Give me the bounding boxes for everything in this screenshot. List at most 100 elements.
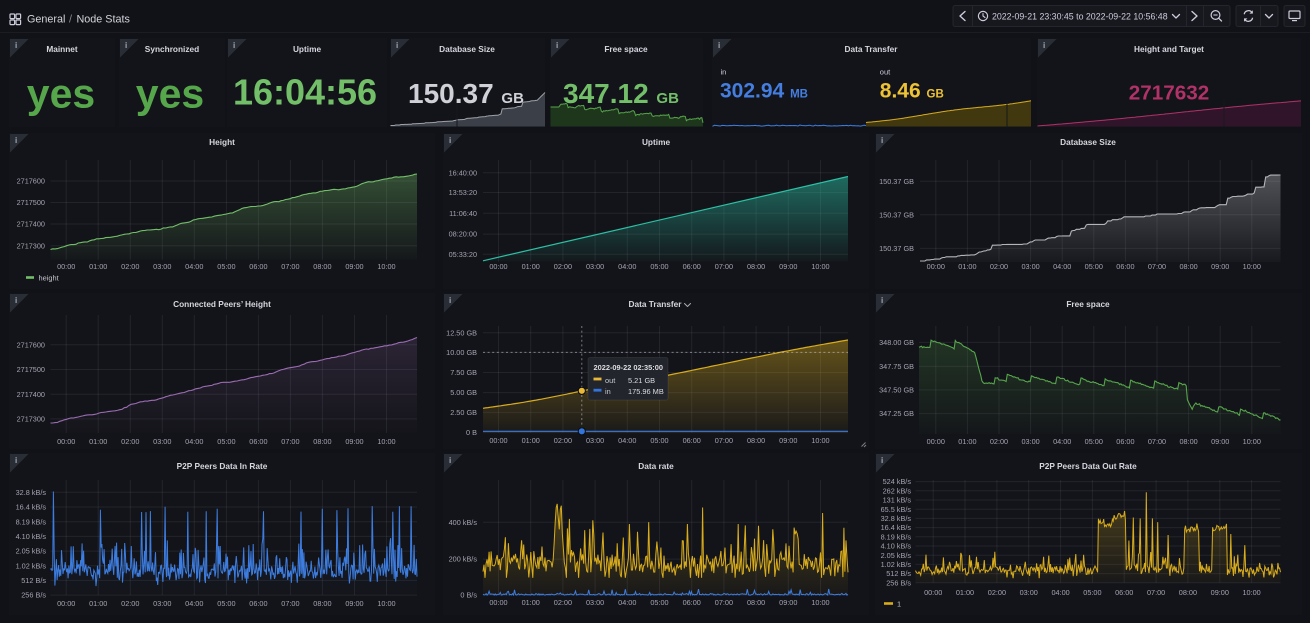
svg-text:07:00: 07:00	[715, 598, 733, 607]
svg-text:Free space: Free space	[604, 44, 648, 54]
svg-text:02:00: 02:00	[990, 437, 1008, 446]
svg-text:07:00: 07:00	[1147, 588, 1165, 597]
svg-text:yes: yes	[136, 71, 204, 117]
svg-text:in: in	[605, 387, 611, 396]
svg-text:16.4 kB/s: 16.4 kB/s	[881, 523, 912, 532]
svg-text:150.37 GB: 150.37 GB	[879, 244, 914, 253]
svg-text:i: i	[396, 41, 398, 50]
svg-text:06:00: 06:00	[249, 437, 267, 446]
svg-text:Connected Peers’ Height: Connected Peers’ Height	[173, 299, 271, 309]
svg-text:07:00: 07:00	[281, 437, 299, 446]
svg-text:09:00: 09:00	[779, 598, 797, 607]
svg-text:i: i	[556, 41, 558, 50]
svg-text:06:00: 06:00	[249, 262, 267, 271]
svg-text:256 B/s: 256 B/s	[886, 578, 911, 587]
svg-text:09:00: 09:00	[345, 262, 363, 271]
svg-text:03:00: 03:00	[1020, 588, 1038, 597]
svg-text:in: in	[721, 68, 727, 77]
svg-text:00:00: 00:00	[57, 262, 75, 271]
svg-text:Uptime: Uptime	[642, 137, 671, 147]
svg-text:09:00: 09:00	[1211, 588, 1229, 597]
svg-text:08:00: 08:00	[747, 436, 765, 445]
svg-text:10:00: 10:00	[377, 599, 395, 608]
svg-text:131 kB/s: 131 kB/s	[883, 496, 912, 505]
svg-text:i: i	[449, 136, 451, 145]
svg-text:04:00: 04:00	[618, 262, 636, 271]
svg-text:00:00: 00:00	[57, 437, 75, 446]
svg-text:302.94 MB: 302.94 MB	[720, 80, 808, 103]
svg-text:01:00: 01:00	[89, 437, 107, 446]
svg-text:348.00 GB: 348.00 GB	[879, 338, 914, 347]
svg-text:08:00: 08:00	[747, 598, 765, 607]
svg-text:09:00: 09:00	[345, 437, 363, 446]
svg-text:10:00: 10:00	[1242, 588, 1260, 597]
svg-text:09:00: 09:00	[345, 599, 363, 608]
svg-text:10.00 GB: 10.00 GB	[446, 348, 477, 357]
svg-text:4.10 kB/s: 4.10 kB/s	[16, 532, 47, 541]
svg-text:Database Size: Database Size	[439, 44, 495, 54]
svg-text:i: i	[881, 136, 883, 145]
svg-text:2022-09-22 02:35:00: 2022-09-22 02:35:00	[594, 363, 663, 372]
svg-text:65.5 kB/s: 65.5 kB/s	[881, 505, 912, 514]
svg-text:i: i	[15, 296, 17, 305]
svg-text:out: out	[605, 376, 615, 385]
svg-text:2717600: 2717600	[17, 177, 45, 186]
svg-text:04:00: 04:00	[185, 262, 203, 271]
svg-text:2717400: 2717400	[17, 390, 45, 399]
svg-text:Database Size: Database Size	[1060, 137, 1116, 147]
svg-text:4.10 kB/s: 4.10 kB/s	[881, 542, 912, 551]
svg-text:height: height	[39, 274, 59, 283]
svg-text:08:00: 08:00	[1179, 437, 1197, 446]
svg-text:out: out	[880, 68, 891, 77]
svg-text:2717500: 2717500	[17, 365, 45, 374]
svg-text:05:00: 05:00	[217, 599, 235, 608]
svg-text:08:00: 08:00	[747, 262, 765, 271]
svg-text:i: i	[449, 456, 451, 465]
svg-text:P2P Peers Data Out Rate: P2P Peers Data Out Rate	[1039, 461, 1137, 471]
svg-text:02:00: 02:00	[988, 588, 1006, 597]
svg-text:2.50 GB: 2.50 GB	[450, 408, 477, 417]
svg-text:Data Transfer: Data Transfer	[844, 44, 898, 54]
svg-text:i: i	[233, 41, 235, 50]
svg-text:09:00: 09:00	[1211, 437, 1229, 446]
svg-text:06:00: 06:00	[683, 262, 701, 271]
svg-text:2717300: 2717300	[17, 241, 45, 250]
svg-text:04:00: 04:00	[1053, 262, 1071, 271]
svg-text:06:00: 06:00	[1116, 437, 1134, 446]
svg-text:i: i	[1043, 41, 1045, 50]
svg-text:03:00: 03:00	[153, 262, 171, 271]
svg-text:01:00: 01:00	[522, 436, 540, 445]
svg-text:i: i	[15, 456, 17, 465]
svg-text:00:00: 00:00	[57, 599, 75, 608]
svg-text:Synchronized: Synchronized	[145, 44, 199, 54]
svg-text:01:00: 01:00	[89, 599, 107, 608]
svg-text:00:00: 00:00	[489, 436, 507, 445]
svg-text:10:00: 10:00	[1243, 262, 1261, 271]
svg-text:01:00: 01:00	[522, 598, 540, 607]
svg-text:yes: yes	[27, 71, 95, 117]
svg-text:08:00: 08:00	[313, 262, 331, 271]
svg-text:i: i	[718, 41, 720, 50]
svg-text:2.05 kB/s: 2.05 kB/s	[16, 547, 47, 556]
svg-text:Height: Height	[209, 137, 235, 147]
svg-text:05:00: 05:00	[1083, 588, 1101, 597]
svg-text:i: i	[15, 41, 17, 50]
svg-text:262 kB/s: 262 kB/s	[883, 486, 912, 495]
svg-text:02:00: 02:00	[990, 262, 1008, 271]
svg-text:05:00: 05:00	[217, 437, 235, 446]
svg-text:150.37 GB: 150.37 GB	[879, 210, 914, 219]
svg-text:0 B/s: 0 B/s	[460, 591, 477, 600]
svg-text:04:00: 04:00	[185, 437, 203, 446]
svg-text:02:00: 02:00	[554, 262, 572, 271]
svg-text:i: i	[881, 456, 883, 465]
svg-text:7.50 GB: 7.50 GB	[450, 368, 477, 377]
svg-text:1: 1	[897, 600, 901, 609]
svg-text:512 B/s: 512 B/s	[886, 569, 911, 578]
svg-text:512 B/s: 512 B/s	[21, 576, 46, 585]
svg-text:09:00: 09:00	[779, 262, 797, 271]
svg-text:03:00: 03:00	[586, 262, 604, 271]
svg-text:07:00: 07:00	[1148, 262, 1166, 271]
svg-text:1.02 kB/s: 1.02 kB/s	[16, 561, 47, 570]
svg-text:08:20:00: 08:20:00	[449, 230, 477, 239]
svg-text:Data rate: Data rate	[638, 461, 674, 471]
